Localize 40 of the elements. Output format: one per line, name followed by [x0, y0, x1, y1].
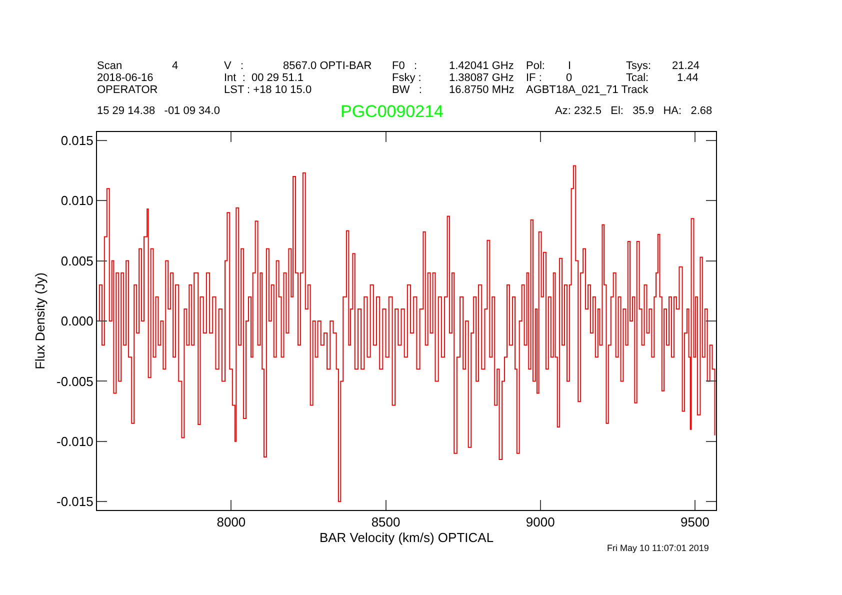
- y-tick-label: 0.000: [60, 314, 94, 329]
- y-tick-label: -0.005: [56, 374, 94, 389]
- x-tick-label: 8000: [216, 514, 246, 530]
- text: AGBT18A_021_71 Track: [526, 84, 649, 96]
- y-tick-label: 0.010: [60, 193, 94, 208]
- x-axis-title: BAR Velocity (km/s) OPTICAL: [319, 530, 494, 546]
- text: IF :: [526, 72, 542, 84]
- text: 15 29 14.38 -01 09 34.0: [97, 105, 220, 117]
- y-tick-label: -0.010: [56, 434, 94, 449]
- text: Int : 00 29 51.1: [224, 72, 304, 84]
- text: 4: [172, 60, 178, 72]
- text: 1.44: [677, 72, 698, 84]
- text: Fsky :: [392, 72, 422, 84]
- text: V :: [224, 60, 244, 72]
- text: Scan: [97, 60, 122, 72]
- y-tick-label: 0.015: [60, 132, 94, 148]
- text: Fri May 10 11:07:01 2019: [607, 543, 709, 553]
- y-tick-label: -0.015: [56, 494, 94, 510]
- text: 21.24: [672, 60, 700, 72]
- text: Tsys:: [626, 60, 652, 72]
- y-tick-label: 0.005: [60, 253, 94, 268]
- text: Az: 232.5 El: 35.9 HA: 2.68: [555, 105, 712, 117]
- text: Pol:: [526, 60, 545, 72]
- text: LST : +18 10 15.0: [224, 84, 312, 96]
- text: BW :: [392, 84, 422, 96]
- x-tick-label: 9000: [526, 514, 555, 530]
- text: 16.8750 MHz: [449, 84, 514, 96]
- text: 0: [566, 72, 572, 84]
- text: F0 :: [392, 60, 418, 72]
- text: OPERATOR: [97, 84, 158, 96]
- chart-title: PGC0090214: [340, 102, 444, 121]
- text: 1.38087 GHz: [449, 72, 514, 84]
- text: Tcal:: [626, 72, 649, 84]
- y-axis-title: Flux Density (Jy): [32, 272, 48, 370]
- text: 8567.0 OPTI-BAR: [283, 60, 372, 72]
- x-tick-label: 8500: [371, 514, 400, 530]
- text: I: [568, 60, 572, 72]
- x-tick-label: 9500: [680, 514, 710, 530]
- text: 2018-06-16: [97, 72, 154, 84]
- text: 1.42041 GHz: [449, 60, 514, 72]
